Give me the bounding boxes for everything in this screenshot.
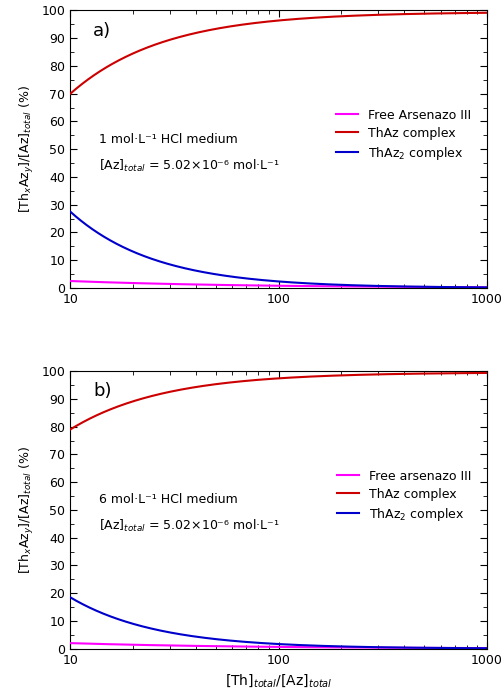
Text: a): a) [93, 22, 111, 40]
Legend: Free Arsenazo III, ThAz complex, ThAz$_2$ complex: Free Arsenazo III, ThAz complex, ThAz$_2… [330, 104, 475, 167]
X-axis label: [Th]$_{total}$/[Az]$_{total}$: [Th]$_{total}$/[Az]$_{total}$ [224, 672, 332, 689]
Legend: Free arsenazo III, ThAz complex, ThAz$_2$ complex: Free arsenazo III, ThAz complex, ThAz$_2… [331, 465, 475, 528]
Text: [Az]$_{total}$ = 5.02×10⁻⁶ mol·L⁻¹: [Az]$_{total}$ = 5.02×10⁻⁶ mol·L⁻¹ [99, 518, 280, 534]
Y-axis label: [Th$_x$Az$_y$]/[Az]$_{total}$ (%): [Th$_x$Az$_y$]/[Az]$_{total}$ (%) [18, 446, 36, 574]
Text: 6 mol·L⁻¹ HCl medium: 6 mol·L⁻¹ HCl medium [99, 493, 237, 506]
Text: [Az]$_{total}$ = 5.02×10⁻⁶ mol·L⁻¹: [Az]$_{total}$ = 5.02×10⁻⁶ mol·L⁻¹ [99, 157, 280, 173]
Y-axis label: [Th$_x$Az$_y$]/[Az]$_{total}$ (%): [Th$_x$Az$_y$]/[Az]$_{total}$ (%) [18, 85, 36, 213]
Text: b): b) [93, 382, 112, 401]
Text: 1 mol·L⁻¹ HCl medium: 1 mol·L⁻¹ HCl medium [99, 133, 237, 145]
